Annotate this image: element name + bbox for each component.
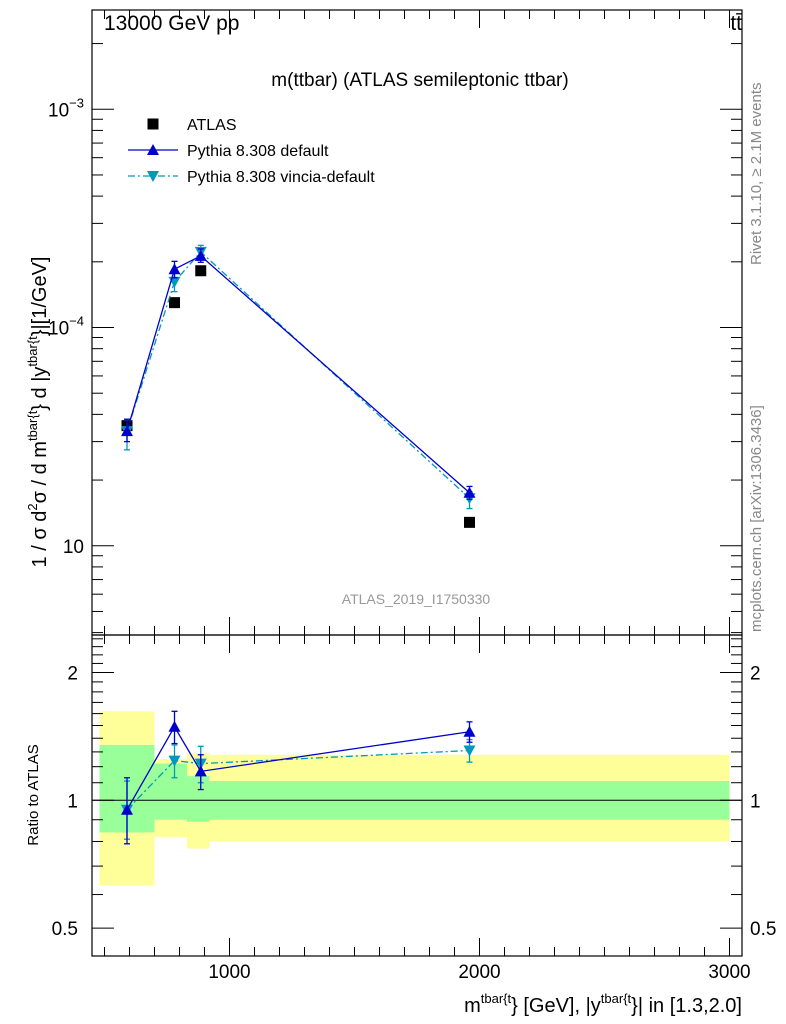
y-tick-label: 10	[63, 537, 84, 558]
atlas-point	[169, 297, 180, 309]
axis-label-part: σ / d m	[29, 441, 51, 503]
ratio-y-tick-label-left: 1	[67, 791, 78, 812]
process-label: tt̄	[730, 12, 742, 35]
axis-label-superscript: tbar{t	[25, 336, 40, 367]
y-tick-label-base: 10	[63, 537, 84, 558]
axis-label-superscript: tbar{t	[601, 991, 632, 1006]
atlas-point	[195, 265, 207, 277]
legend-pythia_vincia-marker	[147, 171, 159, 182]
legend-atlas-label: ATLAS	[187, 117, 237, 134]
ratio-y-tick-label-left: 2	[67, 663, 78, 684]
analysis-id-label: ATLAS_2019_I1750330	[342, 591, 491, 607]
x-tick-label: 2000	[458, 962, 500, 983]
pythia_vincia-point	[463, 745, 476, 757]
legend-atlas-marker	[147, 118, 159, 130]
axis-label-part: }|[1/GeV]	[29, 257, 51, 337]
axis-label-part: } d |y	[29, 367, 51, 411]
main-panel: 10−310−410 m(ttbar) (ATLAS semileptonic …	[25, 9, 743, 636]
legend-pythia_default-marker	[147, 144, 159, 155]
pythia_default-point	[168, 263, 181, 275]
ratio-band-inner	[154, 763, 187, 820]
pythia_vincia-point	[168, 755, 181, 767]
axis-label-superscript: tbar{t	[481, 991, 512, 1006]
pythia_default-point	[463, 486, 476, 498]
ratio-y-tick-label-right: 0.5	[750, 919, 776, 940]
pythia_default-line	[126, 255, 470, 494]
axis-label-part: }| in [1.3,2.0]	[631, 995, 742, 1017]
legend-pythia_default-label: Pythia 8.308 default	[187, 143, 329, 160]
axis-label-superscript: tbar{t	[25, 410, 40, 441]
ratio-x-ticks: 1000 2000 3000	[104, 635, 751, 983]
side-version-label: Rivet 3.1.10, ≥ 2.1M events	[748, 83, 765, 266]
plot-title-text: m(ttbar) (ATLAS semileptonic ttbar)	[271, 70, 568, 91]
y-tick-label-base: 10	[48, 100, 69, 121]
legend-pythia_vincia-label: Pythia 8.308 vincia-default	[187, 169, 375, 186]
legend: ATLAS Pythia 8.308 default Pythia 8.308 vi…	[128, 117, 375, 186]
ratio-frame	[91, 634, 743, 957]
y-tick-label-exponent: −4	[69, 314, 84, 329]
pythia_default-point	[168, 720, 181, 732]
pythia_default-line	[126, 725, 470, 811]
pythia_default-point	[194, 249, 207, 261]
ratio-panel: 1000 2000 3000 2 2 1 1 0.5 0.5 Ratio to ATLAS m…	[25, 634, 776, 1017]
atlas-point	[464, 516, 475, 528]
ratio-y-axis-label: Ratio to ATLAS	[25, 744, 42, 845]
axis-label-part: m	[464, 995, 481, 1017]
y-tick-label: 10−3	[48, 95, 84, 121]
main-x-ticks	[104, 10, 730, 635]
pythia_default-point	[194, 765, 207, 777]
side-source-label: mcplots.cern.ch [arXiv:1306.3436]	[748, 405, 765, 632]
pythia_vincia-line	[126, 749, 470, 811]
ratio-y-tick-label-right: 1	[750, 791, 761, 812]
pythia_default-point	[121, 425, 133, 437]
x-axis-label: mtbar{t} [GeV], |ytbar{t}| in [1.3,2.0]	[464, 991, 742, 1017]
ratio-y-tick-label-right: 2	[750, 663, 761, 684]
main-y-axis-label: 1 / σ d2σ / d mtbar{t} d |ytbar{t}|[1/Ge…	[25, 257, 51, 568]
ratio-y-ticks: 2 2 1 1 0.5 0.5	[52, 638, 776, 940]
axis-label-superscript: 2	[25, 503, 40, 510]
ratio-y-tick-label-left: 0.5	[52, 919, 78, 940]
main-marks	[121, 244, 476, 528]
pythia_default-point	[463, 725, 476, 737]
ratio-band-inner	[187, 776, 210, 822]
ratio-bands	[99, 711, 730, 886]
plot-title: m(ttbar) (ATLAS semileptonic ttbar)	[271, 70, 568, 91]
y-tick-label-exponent: −3	[69, 95, 84, 110]
y-tick-label-base: 10	[48, 319, 69, 340]
x-tick-label: 3000	[708, 962, 750, 983]
x-tick-label: 1000	[208, 962, 250, 983]
ratio-marks	[121, 710, 476, 845]
pythia_default-point	[121, 803, 133, 815]
main-y-ticks: 10−310−410	[48, 43, 742, 634]
axis-label-part: } [GeV], |y	[511, 995, 601, 1017]
y-tick-label: 10−4	[48, 314, 84, 340]
energy-label: 13000 GeV pp	[104, 12, 239, 35]
axis-label-part: 1 / σ d	[29, 511, 51, 568]
